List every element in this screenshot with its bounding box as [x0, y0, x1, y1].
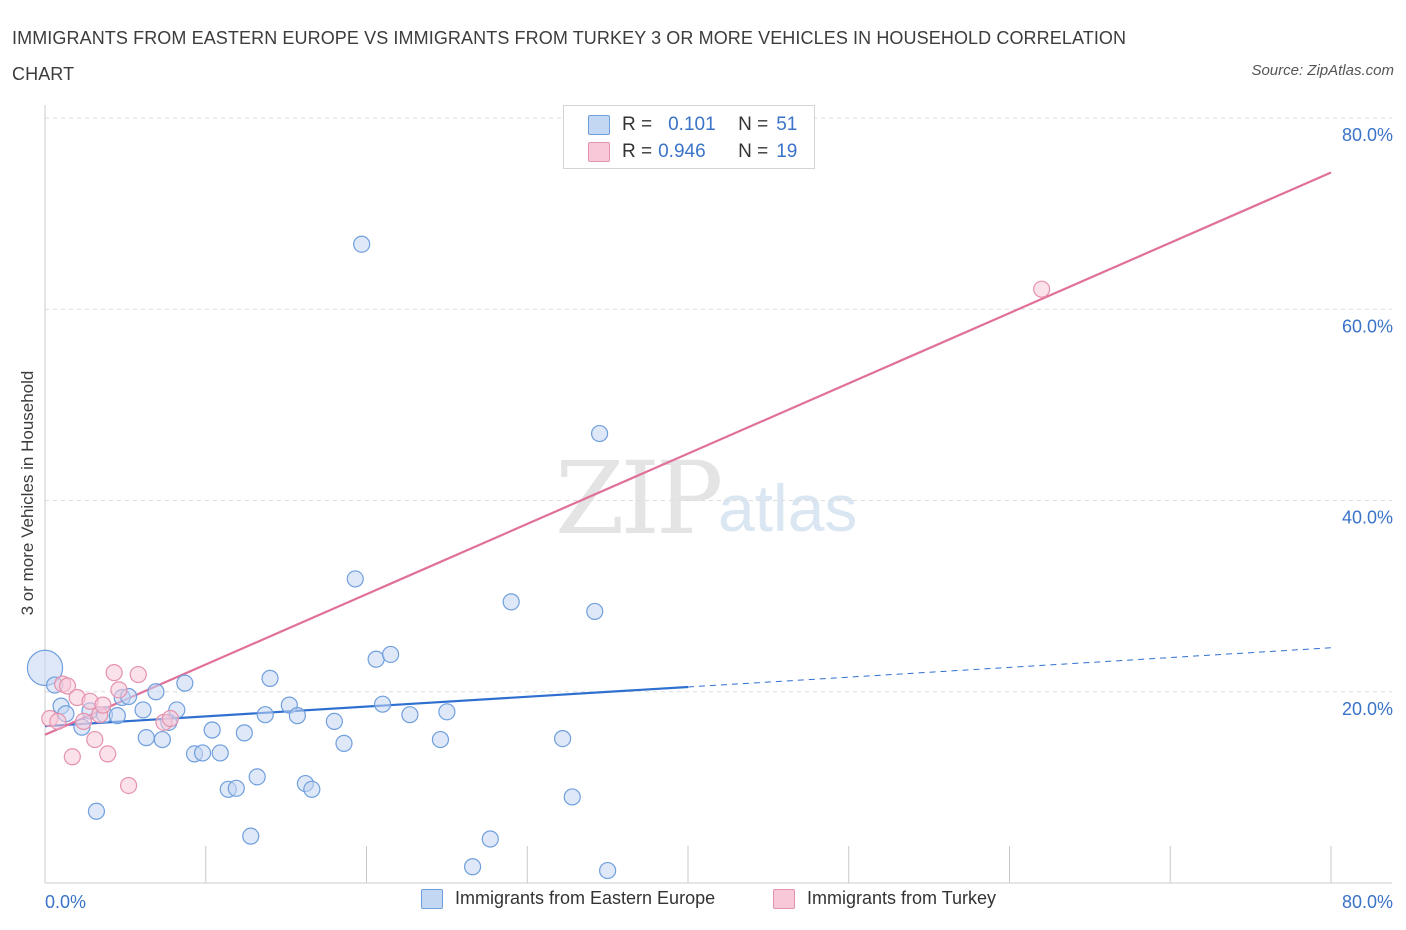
point-turkey: [129, 665, 147, 684]
point-eastern-europe: [227, 779, 245, 797]
point-eastern-europe: [176, 674, 194, 692]
chart-source: Source: ZipAtlas.com: [1251, 62, 1394, 79]
point-eastern-europe: [599, 861, 617, 880]
point-eastern-europe: [563, 788, 581, 806]
point-eastern-europe: [590, 424, 609, 443]
point-eastern-europe: [211, 744, 229, 762]
stats-row-eastern-europe: R = 0.101 N = 51: [588, 112, 797, 138]
point-eastern-europe: [203, 721, 221, 739]
n-value: 51: [776, 114, 798, 135]
point-eastern-europe: [438, 703, 456, 721]
trend-line-eastern-europe: [44, 685, 689, 728]
y-tick-label: 60.0%: [1342, 316, 1393, 336]
legend-item-turkey[interactable]: Immigrants from Turkey: [773, 888, 996, 909]
point-turkey: [94, 696, 112, 714]
y-tick-label: 20.0%: [1342, 699, 1393, 719]
y-tick-label: 40.0%: [1342, 508, 1393, 528]
point-turkey: [105, 664, 123, 682]
point-eastern-europe: [288, 707, 306, 725]
point-eastern-europe: [586, 602, 604, 621]
point-turkey: [58, 677, 77, 695]
point-eastern-europe: [346, 570, 364, 588]
point-eastern-europe: [248, 768, 266, 786]
trend-extension-eastern-europe: [687, 647, 1332, 688]
point-eastern-europe: [335, 734, 353, 752]
x-tick-label: 0.0%: [45, 892, 86, 912]
tick-labels: 20.0% 40.0% 60.0% 80.0% 0.0% 80.0%: [45, 125, 1393, 912]
point-eastern-europe: [261, 669, 279, 687]
point-eastern-europe: [303, 780, 321, 798]
point-turkey: [86, 730, 104, 749]
axes: [44, 105, 1392, 884]
point-eastern-europe: [134, 701, 152, 719]
watermark-atlas: atlas: [718, 471, 858, 545]
point-eastern-europe: [108, 707, 126, 725]
point-eastern-europe: [137, 729, 155, 747]
point-eastern-europe: [431, 730, 450, 749]
turkey-swatch: [773, 888, 795, 909]
point-eastern-europe: [147, 683, 165, 701]
trend-line-turkey: [44, 171, 1332, 736]
point-turkey: [119, 776, 138, 795]
r-label: R =: [622, 114, 653, 135]
point-turkey: [1033, 280, 1051, 298]
series-legend: Immigrants from Eastern Europe Immigrant…: [0, 888, 1406, 916]
legend-label: Immigrants from Turkey: [807, 888, 997, 908]
point-eastern-europe: [193, 744, 212, 762]
point-eastern-europe: [235, 724, 253, 742]
point-eastern-europe: [502, 593, 520, 611]
point-eastern-europe: [153, 730, 171, 749]
stats-legend: R = 0.101 N = 51 R = 0.946 N = 19: [563, 105, 815, 169]
point-turkey: [74, 712, 93, 730]
point-eastern-europe: [242, 827, 260, 845]
r-value: 0.946: [658, 141, 706, 162]
chart-title: IMMIGRANTS FROM EASTERN EUROPE VS IMMIGR…: [12, 28, 1127, 84]
point-turkey: [49, 712, 67, 730]
point-eastern-europe: [87, 802, 106, 820]
x-tick-label: 80.0%: [1342, 892, 1393, 912]
grid-lines: [45, 117, 1392, 693]
point-eastern-europe: [463, 858, 482, 876]
r-label: R =: [622, 141, 653, 162]
point-eastern-europe: [367, 650, 385, 668]
eastern-europe-swatch: [421, 888, 443, 909]
point-turkey: [110, 681, 128, 699]
point-eastern-europe: [256, 706, 274, 724]
point-eastern-europe: [401, 706, 419, 724]
data-points: [26, 235, 1051, 880]
legend-item-eastern-europe[interactable]: Immigrants from Eastern Europe: [421, 888, 715, 909]
point-eastern-europe: [353, 235, 371, 253]
r-value: 0.101: [668, 114, 716, 135]
point-eastern-europe: [325, 712, 343, 730]
eastern-europe-swatch: [588, 115, 610, 135]
point-eastern-europe: [554, 730, 572, 748]
point-turkey: [63, 748, 81, 766]
point-eastern-europe: [481, 830, 499, 848]
stats-row-turkey: R = 0.946 N = 19: [588, 139, 797, 165]
n-value: 19: [776, 141, 798, 162]
n-label: N =: [738, 141, 769, 162]
point-eastern-europe: [373, 695, 392, 713]
point-turkey: [161, 709, 179, 728]
trend-lines: [44, 171, 1332, 736]
y-tick-label: 80.0%: [1342, 125, 1393, 145]
legend-label: Immigrants from Eastern Europe: [455, 888, 716, 908]
point-eastern-europe: [382, 645, 400, 664]
turkey-swatch: [588, 142, 610, 162]
n-label: N =: [738, 114, 769, 135]
point-turkey: [99, 745, 117, 763]
